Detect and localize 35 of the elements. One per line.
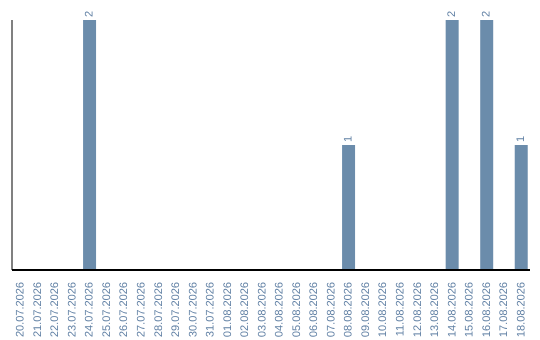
x-tick-label: 10.08.2026 [377,282,390,338]
x-tick-label: 06.08.2026 [308,282,320,338]
x-tick-label: 15.08.2026 [464,282,476,338]
x-tick-label: 30.07.2026 [187,282,200,338]
x-tick-label: 18.08.2026 [515,282,528,338]
x-tick-label: 13.08.2026 [429,282,442,338]
x-tick-label: 24.07.2026 [84,282,96,338]
x-tick-label: 28.07.2026 [152,282,165,338]
x-tick-label: 29.07.2026 [170,282,182,338]
data-label: 1 [515,136,528,142]
data-label: 2 [446,10,458,17]
x-tick-label: 07.08.2026 [325,282,338,338]
data-label: 1 [342,136,355,142]
x-tick-label: 05.08.2026 [290,282,303,338]
x-tick-label: 27.07.2026 [136,282,148,338]
x-tick-label: 11.08.2026 [394,282,406,336]
x-tick-label: 04.08.2026 [274,282,286,338]
data-label: 2 [480,10,493,17]
x-tick-label: 20.07.2026 [14,282,27,338]
x-tick-label: 01.08.2026 [222,282,234,338]
x-tick-label: 17.08.2026 [498,282,510,338]
x-tick-label: 03.08.2026 [256,282,268,338]
x-tick-label: 31.07.2026 [204,282,217,338]
x-tick-label: 25.07.2026 [100,282,113,338]
x-tick-label: 26.07.2026 [118,282,130,338]
x-tick-label: 09.08.2026 [360,282,372,338]
x-tick-label: 23.07.2026 [66,282,78,338]
x-tick-label: 21.07.2026 [32,282,44,338]
x-tick-label: 22.07.2026 [49,282,62,338]
data-label: 2 [84,10,96,17]
x-tick-label: 12.08.2026 [412,282,424,338]
x-tick-label: 02.08.2026 [239,282,252,338]
x-tick-label: 08.08.2026 [342,282,355,338]
x-tick-label: 16.08.2026 [480,282,493,338]
x-tick-label: 14.08.2026 [446,282,458,338]
